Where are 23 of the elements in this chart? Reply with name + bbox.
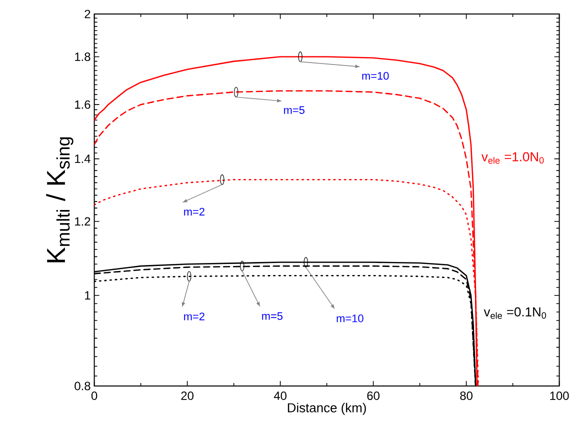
annotation: m=5 xyxy=(262,312,283,320)
x-tick-label: 100 xyxy=(550,392,569,400)
y-tick-label: 2 xyxy=(84,10,90,18)
x-tick-label: 40 xyxy=(274,392,286,400)
y-tick-label: 0.8 xyxy=(74,382,90,390)
x-tick-label: 80 xyxy=(460,392,472,400)
y-tick-label: 1.6 xyxy=(75,100,90,109)
x-tick-label: 0 xyxy=(91,392,98,400)
y-tick-label: 1.2 xyxy=(75,217,90,226)
x-tick-label: 60 xyxy=(367,392,380,400)
y-axis-title: K$_{multi}$ / K$_{sing}$ xyxy=(46,137,74,262)
annotation: m=2 xyxy=(184,208,204,216)
annotation: v$_{ele}$ =0.1N$_{0}$ xyxy=(484,307,546,319)
y-tick-label: 1 xyxy=(85,291,90,300)
x-tick-label: 20 xyxy=(181,392,194,400)
annotation: v$_{ele}$ =1.0N$_{0}$ xyxy=(481,152,544,164)
annotation: m=2 xyxy=(184,312,204,320)
x-axis-title: Distance (km) xyxy=(288,402,366,415)
y-tick-label: 1.4 xyxy=(75,154,90,163)
annotation: m=10 xyxy=(336,314,364,322)
y-tick-label: 1.8 xyxy=(75,52,90,61)
annotation: m=10 xyxy=(362,72,389,80)
annotation: m=5 xyxy=(284,106,304,114)
